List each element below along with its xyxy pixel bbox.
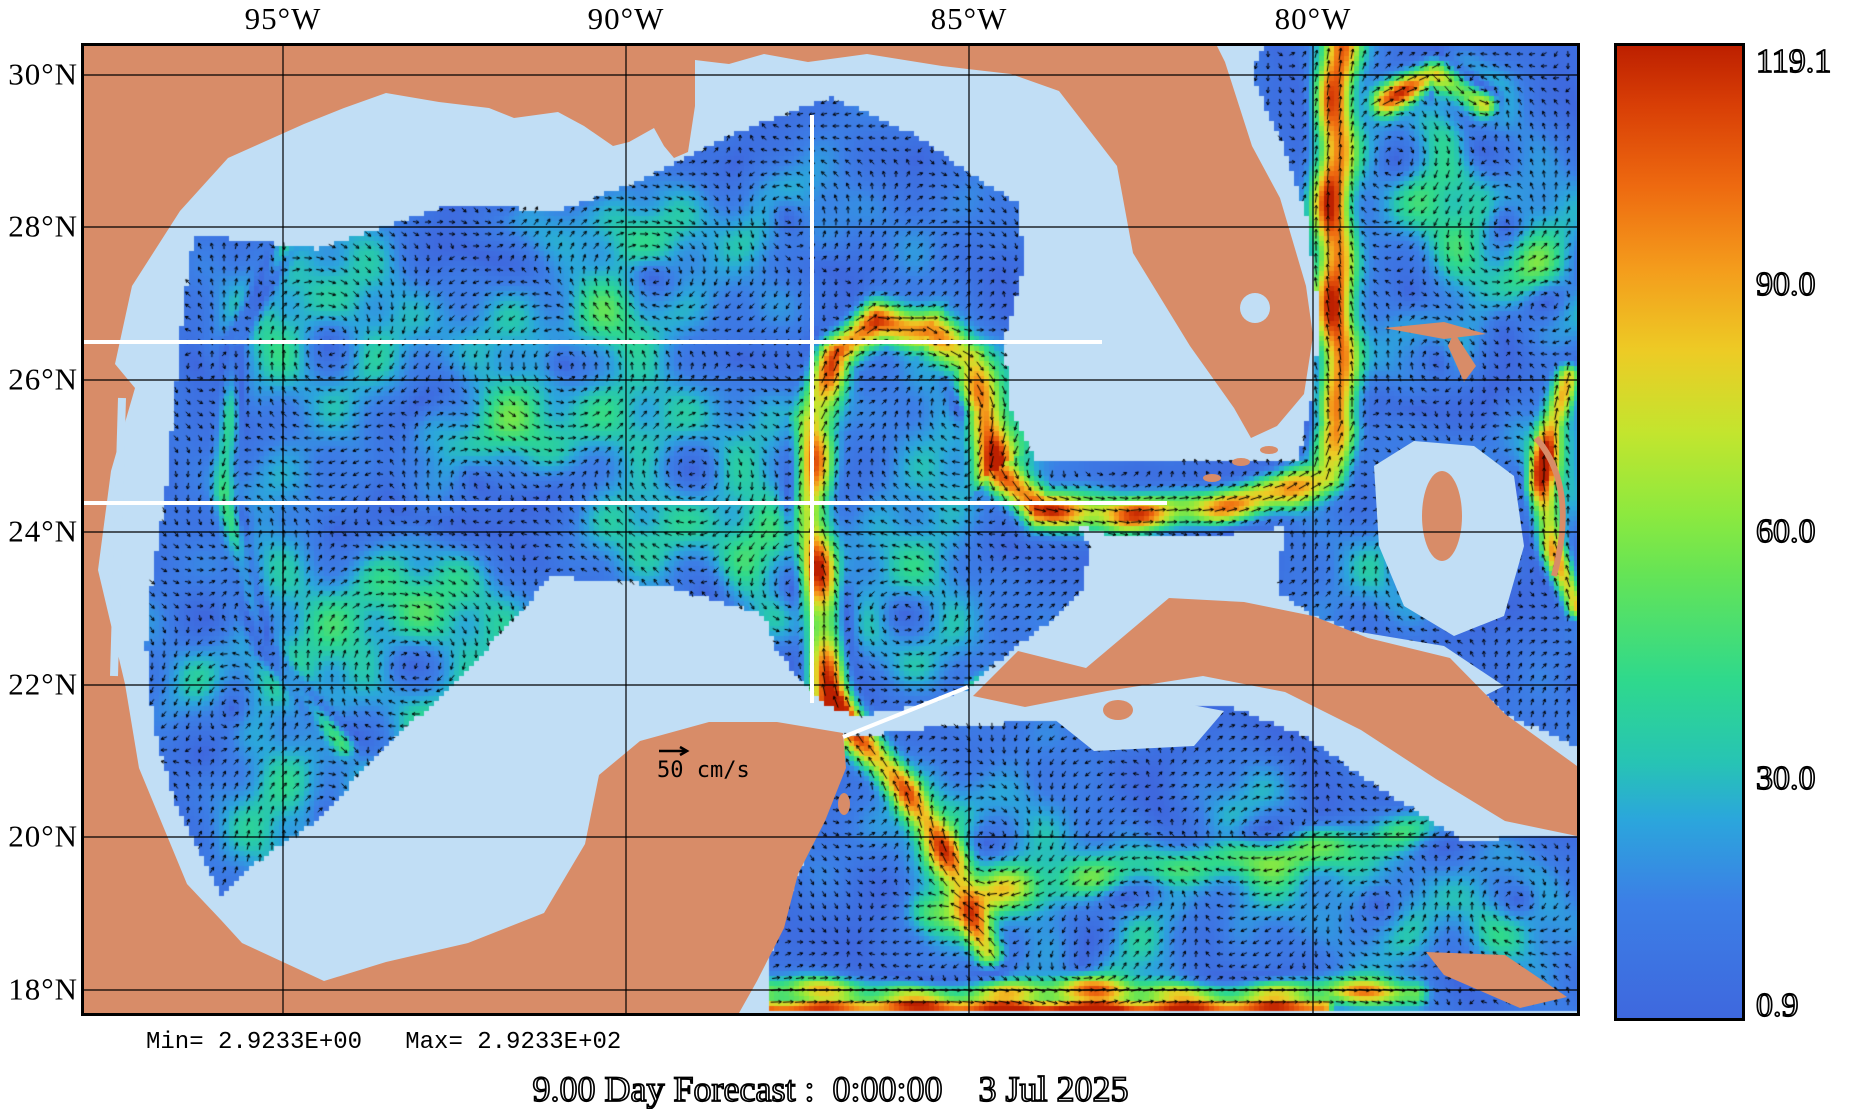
- island-grand-bahama: [1384, 322, 1486, 339]
- island-cuba: [973, 598, 1577, 836]
- current-field-canvas: [84, 46, 1577, 1013]
- island-jamaica: [1426, 952, 1567, 1008]
- y-tick-label: 26°N: [8, 361, 78, 397]
- laguna-madre: [110, 397, 126, 677]
- colorbar-tick-label: 60.0: [1755, 512, 1816, 551]
- y-tick-label: 22°N: [8, 666, 78, 702]
- map-area: [81, 43, 1580, 1016]
- island-cozumel: [838, 793, 850, 815]
- florida-keys: [1203, 474, 1221, 482]
- lake-okeechobee: [1240, 293, 1270, 323]
- x-tick-label: 90°W: [587, 1, 665, 36]
- y-tick-label: 24°N: [8, 513, 78, 549]
- land-north-america-mexico-florida: [84, 46, 1313, 1013]
- y-tick-label: 18°N: [8, 971, 78, 1007]
- colorbar-tick-label: 90.0: [1755, 265, 1816, 304]
- scale-reference-arrow: [659, 745, 690, 757]
- x-tick-label: 95°W: [244, 1, 322, 36]
- y-tick-label: 20°N: [8, 818, 78, 854]
- island-abaco: [1448, 332, 1476, 382]
- x-tick-label: 85°W: [930, 1, 1008, 36]
- transect-lines: [84, 115, 1167, 739]
- y-tick-label: 28°N: [8, 208, 78, 244]
- field-minmax-stats: Min= 2.9233E+00 Max= 2.9233E+02: [146, 1029, 622, 1056]
- island-isla-juventud: [1103, 700, 1133, 720]
- colorbar-tick-label: 0.9: [1755, 986, 1799, 1025]
- cuba-south-bank: [1044, 696, 1224, 751]
- scale-reference-label: 50 cm/s: [657, 758, 750, 783]
- forecast-caption: 9.00 Day Forecast : 0:00:00 3 Jul 2025: [532, 1068, 1130, 1109]
- florida-keys: [1260, 446, 1278, 454]
- x-tick-label: 80°W: [1274, 1, 1352, 36]
- island-andros: [1422, 471, 1462, 561]
- island-eleuthera-exuma: [1533, 436, 1566, 577]
- colorbar-tick-label: 30.0: [1755, 759, 1816, 798]
- graticule-grid: [84, 46, 1577, 1013]
- colorbar: [1614, 43, 1745, 1021]
- florida-keys: [1232, 458, 1250, 466]
- colorbar-tick-label: 119.1: [1755, 42, 1832, 81]
- y-tick-label: 30°N: [8, 56, 78, 92]
- map-overlay: [84, 46, 1577, 1013]
